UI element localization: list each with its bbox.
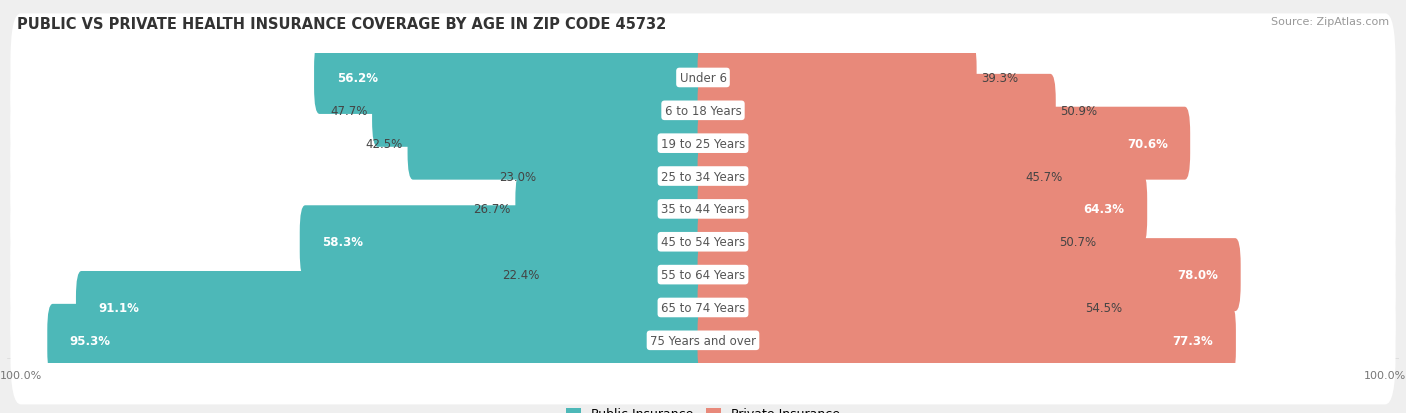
FancyBboxPatch shape xyxy=(697,304,1236,377)
Text: 65 to 74 Years: 65 to 74 Years xyxy=(661,301,745,314)
Text: 54.5%: 54.5% xyxy=(1085,301,1122,314)
Text: 50.7%: 50.7% xyxy=(1059,236,1097,249)
FancyBboxPatch shape xyxy=(10,145,1396,273)
FancyBboxPatch shape xyxy=(373,75,709,147)
Text: 91.1%: 91.1% xyxy=(98,301,139,314)
FancyBboxPatch shape xyxy=(697,206,1054,278)
Text: PUBLIC VS PRIVATE HEALTH INSURANCE COVERAGE BY AGE IN ZIP CODE 45732: PUBLIC VS PRIVATE HEALTH INSURANCE COVER… xyxy=(17,17,666,31)
FancyBboxPatch shape xyxy=(10,211,1396,339)
Text: 42.5%: 42.5% xyxy=(366,138,402,150)
Text: 39.3%: 39.3% xyxy=(981,72,1018,85)
Text: Under 6: Under 6 xyxy=(679,72,727,85)
Text: 64.3%: 64.3% xyxy=(1084,203,1125,216)
FancyBboxPatch shape xyxy=(408,107,709,180)
FancyBboxPatch shape xyxy=(314,42,709,115)
FancyBboxPatch shape xyxy=(10,80,1396,208)
Text: 70.6%: 70.6% xyxy=(1126,138,1167,150)
FancyBboxPatch shape xyxy=(697,75,1056,147)
FancyBboxPatch shape xyxy=(10,277,1396,404)
FancyBboxPatch shape xyxy=(299,206,709,278)
FancyBboxPatch shape xyxy=(697,140,1021,213)
Text: 22.4%: 22.4% xyxy=(502,268,540,281)
Text: 19 to 25 Years: 19 to 25 Years xyxy=(661,138,745,150)
Text: 75 Years and over: 75 Years and over xyxy=(650,334,756,347)
Text: 35 to 44 Years: 35 to 44 Years xyxy=(661,203,745,216)
FancyBboxPatch shape xyxy=(10,14,1396,142)
Text: 25 to 34 Years: 25 to 34 Years xyxy=(661,170,745,183)
Text: 78.0%: 78.0% xyxy=(1177,268,1218,281)
FancyBboxPatch shape xyxy=(697,239,1240,311)
FancyBboxPatch shape xyxy=(540,140,709,213)
Text: 26.7%: 26.7% xyxy=(474,203,510,216)
FancyBboxPatch shape xyxy=(10,47,1396,175)
Text: 50.9%: 50.9% xyxy=(1060,104,1098,118)
Text: 95.3%: 95.3% xyxy=(70,334,111,347)
Text: 56.2%: 56.2% xyxy=(336,72,378,85)
FancyBboxPatch shape xyxy=(10,178,1396,306)
FancyBboxPatch shape xyxy=(10,113,1396,240)
Text: 77.3%: 77.3% xyxy=(1173,334,1213,347)
FancyBboxPatch shape xyxy=(48,304,709,377)
FancyBboxPatch shape xyxy=(544,239,709,311)
Text: 45.7%: 45.7% xyxy=(1025,170,1063,183)
FancyBboxPatch shape xyxy=(10,244,1396,372)
FancyBboxPatch shape xyxy=(516,173,709,246)
Text: 58.3%: 58.3% xyxy=(322,236,363,249)
Text: 6 to 18 Years: 6 to 18 Years xyxy=(665,104,741,118)
Text: 23.0%: 23.0% xyxy=(499,170,536,183)
FancyBboxPatch shape xyxy=(76,271,709,344)
FancyBboxPatch shape xyxy=(697,107,1189,180)
FancyBboxPatch shape xyxy=(697,271,1080,344)
Text: Source: ZipAtlas.com: Source: ZipAtlas.com xyxy=(1271,17,1389,26)
Text: 45 to 54 Years: 45 to 54 Years xyxy=(661,236,745,249)
FancyBboxPatch shape xyxy=(697,42,977,115)
Text: 55 to 64 Years: 55 to 64 Years xyxy=(661,268,745,281)
Legend: Public Insurance, Private Insurance: Public Insurance, Private Insurance xyxy=(561,402,845,413)
Text: 47.7%: 47.7% xyxy=(330,104,367,118)
FancyBboxPatch shape xyxy=(697,173,1147,246)
